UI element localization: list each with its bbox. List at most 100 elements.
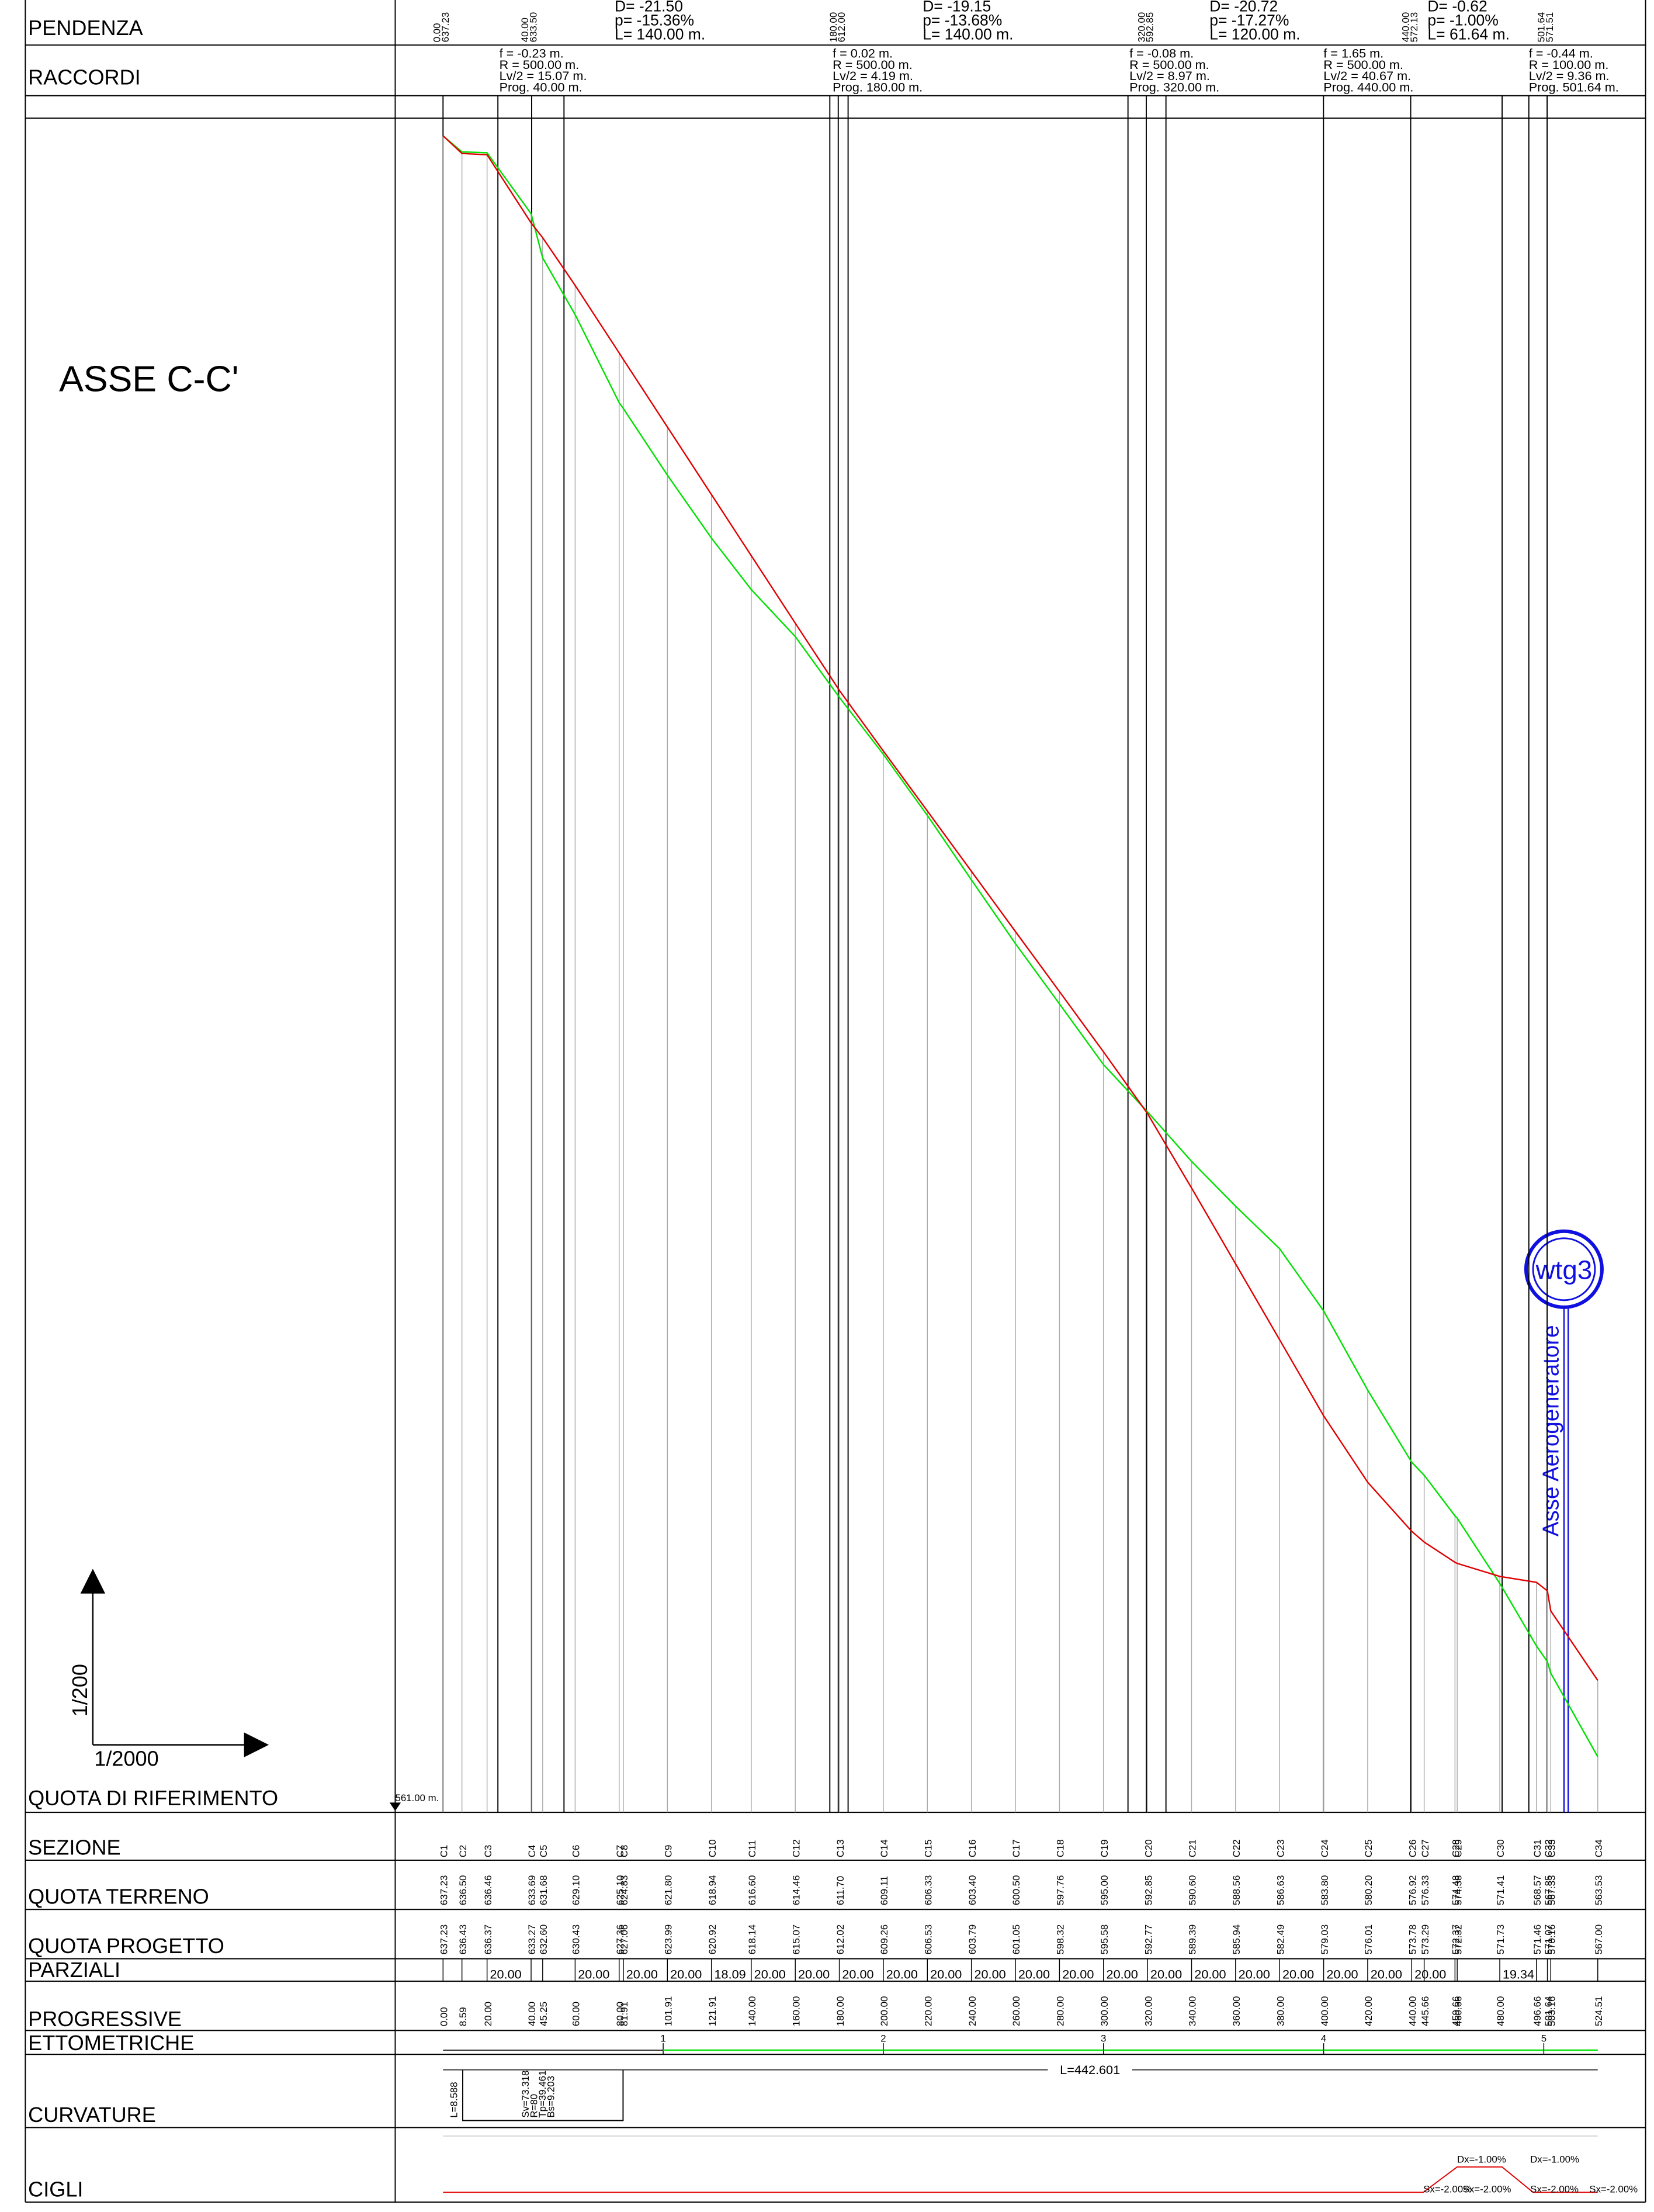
- section-name: C18: [1055, 1839, 1066, 1857]
- quota-terreno: 590.60: [1187, 1875, 1198, 1906]
- row-label: SEZIONE: [28, 1835, 121, 1859]
- pendenza: p= -13.68%: [923, 11, 1002, 29]
- quota-progetto: 567.00: [1593, 1924, 1604, 1955]
- section-name: C6: [571, 1845, 582, 1858]
- progressiva: 440.00: [1407, 1996, 1419, 2027]
- quota-progetto: 612.02: [835, 1924, 846, 1955]
- raccordo: f = -0.23 m.: [500, 46, 564, 61]
- hectometer: 2: [880, 2033, 886, 2044]
- quota-progetto: 609.26: [879, 1924, 890, 1955]
- reference-quota: 561.00 m.: [395, 1792, 439, 1803]
- row-label: QUOTA PROGETTO: [28, 1934, 224, 1958]
- quota-progetto: 615.07: [790, 1924, 802, 1955]
- quota-terreno: 603.40: [967, 1875, 978, 1906]
- row-label: CIGLI: [28, 2178, 83, 2201]
- row-label: QUOTA DI RIFERIMENTO: [28, 1786, 278, 1810]
- curvature-length: L=442.601: [1060, 2062, 1120, 2077]
- section-name: C1: [439, 1845, 450, 1858]
- horizontal-scale: 1/2000: [94, 1747, 158, 1771]
- progressiva: 200.00: [879, 1996, 890, 2027]
- vertice: 320.00: [1136, 12, 1147, 43]
- quota-terreno: 586.63: [1275, 1875, 1286, 1906]
- section-name: C15: [923, 1839, 934, 1857]
- ciglio-sx: Sx=-2.00%: [1589, 2183, 1638, 2194]
- quota-terreno: 636.46: [483, 1875, 494, 1906]
- progressiva: 380.00: [1275, 1996, 1286, 2027]
- raccordo: R = 500.00 m.: [1129, 57, 1209, 72]
- progressiva: 0.00: [439, 2007, 450, 2026]
- quota-progetto: 589.39: [1187, 1924, 1198, 1955]
- section-name: C26: [1407, 1839, 1419, 1857]
- quota-progetto: 603.79: [967, 1924, 978, 1955]
- quota-progetto: 627.06: [619, 1924, 630, 1955]
- vertice: 572.13: [1409, 12, 1420, 43]
- title: ASSE C-C': [59, 358, 238, 399]
- section-name: C5: [538, 1845, 549, 1858]
- raccordo: f = -0.08 m.: [1129, 46, 1194, 61]
- hectometer: 3: [1101, 2033, 1106, 2044]
- project-profile: [442, 135, 1598, 1681]
- quota-progetto: 571.73: [1495, 1924, 1506, 1955]
- parziale: 20.00: [886, 1967, 918, 1981]
- pendenza: L= 140.00 m.: [923, 25, 1013, 43]
- raccordo: Lv/2 = 4.19 m.: [833, 68, 913, 83]
- parziale: 20.00: [578, 1967, 609, 1981]
- quota-terreno: 631.68: [538, 1875, 549, 1906]
- progressiva: 140.00: [747, 1996, 758, 2027]
- quota-terreno: 567.33: [1546, 1875, 1558, 1906]
- section-name: C4: [526, 1845, 538, 1858]
- quota-progetto: 595.58: [1099, 1924, 1110, 1955]
- progressiva: 445.66: [1420, 1996, 1431, 2027]
- vertice: 180.00: [828, 12, 839, 43]
- frame: [25, 0, 1646, 2203]
- progressiva: 280.00: [1055, 1996, 1066, 2027]
- vertice: 440.00: [1400, 12, 1411, 43]
- progressiva: 160.00: [790, 1996, 802, 2027]
- row-label: CURVATURE: [28, 2103, 156, 2127]
- vertice: 637.23: [440, 12, 451, 43]
- raccordo: Lv/2 = 40.67 m.: [1323, 68, 1411, 83]
- progressiva: 300.00: [1099, 1996, 1110, 2027]
- quota-terreno: 588.56: [1231, 1875, 1242, 1906]
- parziale: 19.34: [1503, 1967, 1534, 1981]
- quota-terreno: 571.41: [1495, 1875, 1506, 1906]
- raccordo: Prog. 501.64 m.: [1529, 80, 1619, 95]
- vertice: 571.51: [1544, 12, 1555, 43]
- quota-progetto: 623.99: [663, 1924, 674, 1955]
- curve-param: Tp=39.461: [537, 2071, 548, 2118]
- quota-progetto: 598.32: [1055, 1924, 1066, 1955]
- progressiva: 20.00: [483, 2002, 494, 2026]
- quota-progetto: 576.01: [1363, 1924, 1374, 1955]
- parziale: 20.00: [1239, 1967, 1270, 1981]
- progressiva: 420.00: [1363, 1996, 1374, 2027]
- pendenza: p= -17.27%: [1209, 11, 1289, 29]
- section-name: C23: [1275, 1839, 1286, 1857]
- quota-terreno: 563.53: [1593, 1875, 1604, 1906]
- quota-terreno: 574.48: [1451, 1875, 1462, 1906]
- section-name: C11: [747, 1840, 758, 1858]
- quota-terreno: 576.92: [1407, 1875, 1419, 1906]
- pendenza: D= -20.72: [1209, 0, 1278, 15]
- quota-progetto: 573.29: [1420, 1924, 1431, 1955]
- quota-terreno: 597.76: [1055, 1875, 1066, 1906]
- section-name: C33: [1546, 1839, 1558, 1857]
- quota-terreno: 600.50: [1011, 1875, 1022, 1906]
- progressiva: 60.00: [571, 2002, 582, 2026]
- quota-progetto: 618.14: [747, 1924, 758, 1955]
- progressiva: 501.64: [1543, 1996, 1554, 2027]
- pendenza: L= 140.00 m.: [615, 25, 705, 43]
- ciglio-line: [443, 2166, 1598, 2193]
- quota-progetto: 571.07: [1543, 1924, 1554, 1955]
- raccordo: Lv/2 = 15.07 m.: [500, 68, 587, 83]
- vertice: 633.50: [528, 12, 539, 43]
- quota-terreno: 568.57: [1532, 1875, 1543, 1906]
- curve-param: Sv=73.318: [520, 2071, 531, 2118]
- pendenza: D= -19.15: [923, 0, 991, 15]
- scale-arrows: [80, 1569, 269, 1757]
- curve-param: Bs=9.203: [545, 2076, 556, 2118]
- row-label: PROGRESSIVE: [28, 2007, 182, 2031]
- curve-param: R=80: [529, 2094, 540, 2118]
- turbine-id: wtg3: [1535, 1255, 1593, 1285]
- progressiva: 220.00: [923, 1996, 934, 2027]
- quota-terreno: 576.33: [1420, 1875, 1431, 1906]
